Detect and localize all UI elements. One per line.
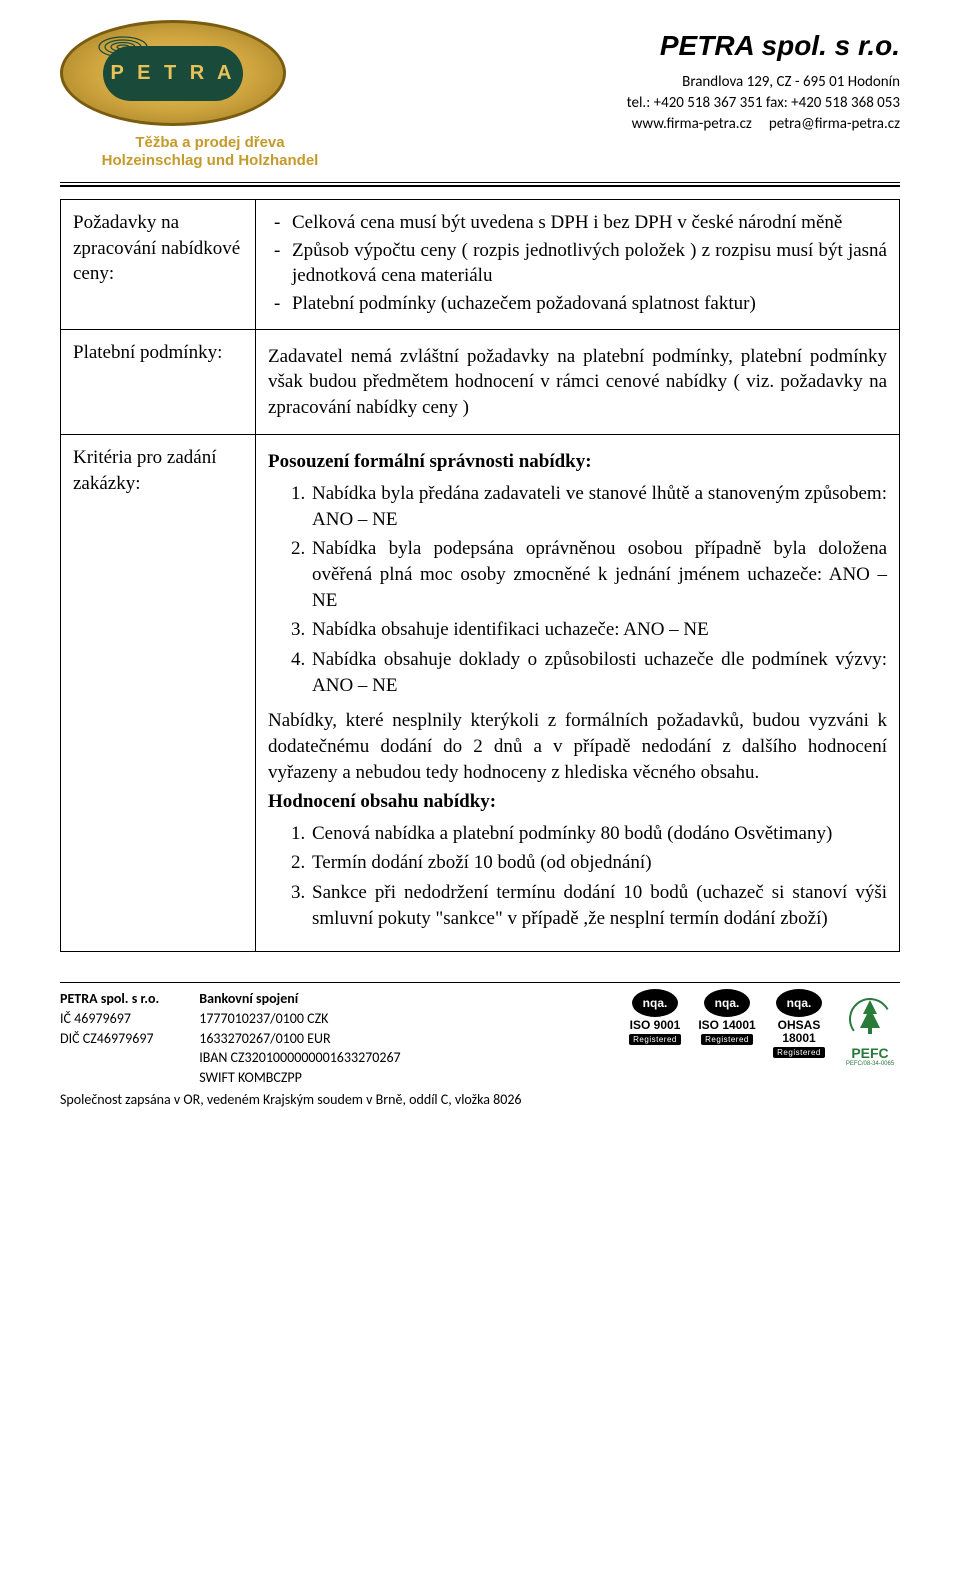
- list-item: Sankce při nedodržení termínu dodání 10 …: [310, 880, 887, 931]
- formal-assessment-heading: Posouzení formální správnosti nabídky:: [268, 449, 887, 475]
- footer-divider: [60, 982, 900, 983]
- tagline-line1: Těžba a prodej dřeva: [60, 134, 360, 152]
- footer-company: PETRA spol. s r.o.: [60, 989, 159, 1009]
- footer-dic: DIČ CZ46979697: [60, 1029, 159, 1049]
- certification-badges: nqa. ISO 9001 Registered nqa. ISO 14001 …: [624, 989, 900, 1067]
- document-page: P E T R A Těžba a prodej dřeva Holzeinsc…: [0, 0, 960, 1148]
- row-label: Kritéria pro zadání zakázky:: [61, 435, 256, 952]
- iso-14001-badge: nqa. ISO 14001 Registered: [696, 989, 758, 1067]
- company-address: Brandlova 129, CZ - 695 01 Hodonín: [627, 72, 900, 93]
- content-evaluation-list: Cenová nabídka a platební podmínky 80 bo…: [268, 821, 887, 932]
- header-divider: [60, 182, 900, 185]
- company-web-email: www.firma-petra.cz petra@firma-petra.cz: [627, 114, 900, 135]
- footer-bank-title: Bankovní spojení: [199, 989, 400, 1009]
- table-row: Požadavky na zpracování nabídkové ceny: …: [61, 200, 900, 330]
- pefc-tree-icon: [847, 996, 893, 1042]
- pefc-label: PEFC: [840, 1045, 900, 1061]
- formal-assessment-note: Nabídky, které nesplnily kterýkoli z for…: [268, 708, 887, 785]
- company-web: www.firma-petra.cz: [632, 115, 752, 133]
- footer-swift: SWIFT KOMBCZPP: [199, 1068, 400, 1088]
- company-email: petra@firma-petra.cz: [769, 115, 900, 133]
- list-item: Platební podmínky (uchazečem požadovaná …: [292, 291, 887, 317]
- footer-bank-czk: 1777010237/0100 CZK: [199, 1009, 400, 1029]
- footer-bank-col: Bankovní spojení 1777010237/0100 CZK 163…: [199, 989, 400, 1087]
- iso-14001-label: ISO 14001: [698, 1019, 755, 1032]
- row-label: Požadavky na zpracování nabídkové ceny:: [61, 200, 256, 330]
- nqa-icon: nqa.: [776, 989, 822, 1017]
- company-name: PETRA spol. s r.o.: [627, 30, 900, 62]
- list-item: Termín dodání zboží 10 bodů (od objednán…: [310, 850, 887, 876]
- logo-text: P E T R A: [103, 46, 243, 101]
- content-evaluation-heading: Hodnocení obsahu nabídky:: [268, 789, 887, 815]
- footer-ic: IČ 46979697: [60, 1009, 159, 1029]
- list-item: Nabídka obsahuje identifikaci uchazeče: …: [310, 617, 887, 643]
- ohsas-label: OHSAS 18001: [768, 1019, 830, 1044]
- payment-terms-text: Zadavatel nemá zvláštní požadavky na pla…: [268, 344, 887, 421]
- letterhead-right: PETRA spol. s r.o. Brandlova 129, CZ - 6…: [627, 20, 900, 135]
- list-item: Nabídka obsahuje doklady o způsobilosti …: [310, 647, 887, 698]
- list-item: Celková cena musí být uvedena s DPH i be…: [292, 210, 887, 236]
- registered-label: Registered: [629, 1034, 681, 1045]
- list-item: Cenová nabídka a platební podmínky 80 bo…: [310, 821, 887, 847]
- list-item: Nabídka byla podepsána oprávněnou osobou…: [310, 536, 887, 613]
- footer-left: PETRA spol. s r.o. IČ 46979697 DIČ CZ469…: [60, 989, 480, 1087]
- tagline-line2: Holzeinschlag und Holzhandel: [60, 152, 360, 170]
- footer-company-col: PETRA spol. s r.o. IČ 46979697 DIČ CZ469…: [60, 989, 159, 1087]
- pefc-badge: PEFC PEFC/08-34-0065: [840, 996, 900, 1067]
- price-requirements-list: Celková cena musí být uvedena s DPH i be…: [268, 210, 887, 317]
- ohsas-18001-badge: nqa. OHSAS 18001 Registered: [768, 989, 830, 1067]
- row-content: Celková cena musí být uvedena s DPH i be…: [256, 200, 900, 330]
- table-row: Kritéria pro zadání zakázky: Posouzení f…: [61, 435, 900, 952]
- nqa-icon: nqa.: [632, 989, 678, 1017]
- company-logo: P E T R A: [60, 20, 290, 130]
- formal-assessment-list: Nabídka byla předána zadavateli ve stano…: [268, 481, 887, 698]
- footer-iban: IBAN CZ3201000000001633270267: [199, 1048, 400, 1068]
- footer: PETRA spol. s r.o. IČ 46979697 DIČ CZ469…: [60, 982, 900, 1108]
- list-item: Způsob výpočtu ceny ( rozpis jednotlivýc…: [292, 238, 887, 289]
- iso-9001-label: ISO 9001: [630, 1019, 681, 1032]
- requirements-table: Požadavky na zpracování nabídkové ceny: …: [60, 199, 900, 952]
- registered-label: Registered: [701, 1034, 753, 1045]
- row-label: Platební podmínky:: [61, 329, 256, 435]
- footer-row: PETRA spol. s r.o. IČ 46979697 DIČ CZ469…: [60, 989, 900, 1087]
- company-phone: tel.: +420 518 367 351 fax: +420 518 368…: [627, 93, 900, 114]
- row-content: Zadavatel nemá zvláštní požadavky na pla…: [256, 329, 900, 435]
- nqa-icon: nqa.: [704, 989, 750, 1017]
- letterhead-left: P E T R A Těžba a prodej dřeva Holzeinsc…: [60, 20, 360, 170]
- list-item: Nabídka byla předána zadavateli ve stano…: [310, 481, 887, 532]
- registered-label: Registered: [773, 1047, 825, 1058]
- footer-registry: Společnost zapsána v OR, vedeném Krajský…: [60, 1091, 900, 1108]
- pefc-code: PEFC/08-34-0065: [840, 1061, 900, 1067]
- table-row: Platební podmínky: Zadavatel nemá zvlášt…: [61, 329, 900, 435]
- footer-bank-eur: 1633270267/0100 EUR: [199, 1029, 400, 1049]
- iso-9001-badge: nqa. ISO 9001 Registered: [624, 989, 686, 1067]
- row-content: Posouzení formální správnosti nabídky: N…: [256, 435, 900, 952]
- tagline: Těžba a prodej dřeva Holzeinschlag und H…: [60, 134, 360, 170]
- letterhead: P E T R A Těžba a prodej dřeva Holzeinsc…: [60, 20, 900, 170]
